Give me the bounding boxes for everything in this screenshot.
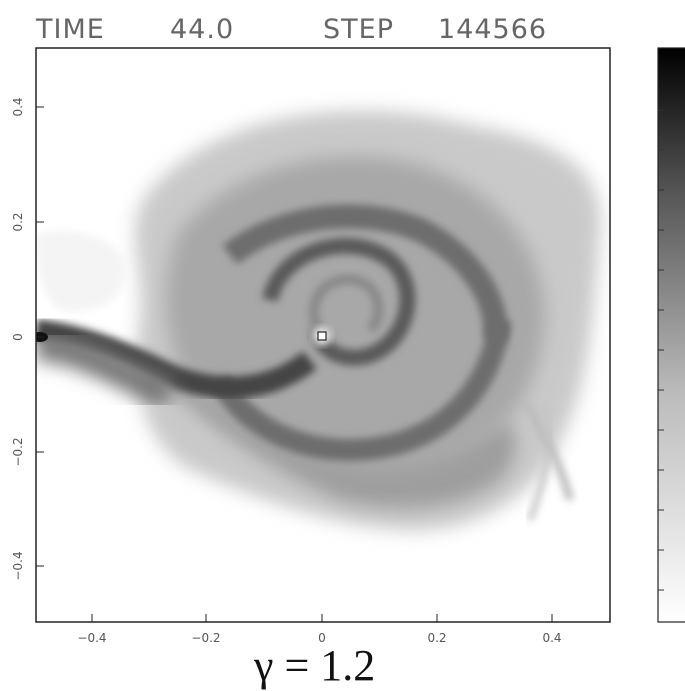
x-tick-label: 0.4	[542, 631, 561, 645]
y-tick-label: −0.4	[11, 551, 25, 580]
step-label: STEP	[323, 14, 394, 45]
y-axis: 0.4 0.2 0 −0.2 −0.4	[11, 97, 44, 581]
x-tick-label: 0.2	[427, 631, 446, 645]
step-value: 144566	[438, 14, 548, 45]
y-tick-label: 0.4	[11, 97, 25, 116]
y-tick-label: 0.2	[11, 212, 25, 231]
colorbar	[657, 47, 685, 623]
time-label: TIME	[36, 14, 105, 45]
y-tick-label: 0	[11, 333, 25, 341]
x-tick-label: −0.4	[77, 631, 106, 645]
center-marker	[317, 331, 327, 341]
y-tick-label: −0.2	[11, 437, 25, 466]
x-tick-label: 0	[318, 631, 326, 645]
x-tick-label: −0.2	[191, 631, 220, 645]
x-axis: −0.4 −0.2 0 0.2 0.4	[77, 614, 562, 645]
time-value: 44.0	[170, 14, 235, 45]
gamma-annotation: γ = 1.2	[254, 641, 376, 690]
plot-frame	[35, 47, 611, 623]
